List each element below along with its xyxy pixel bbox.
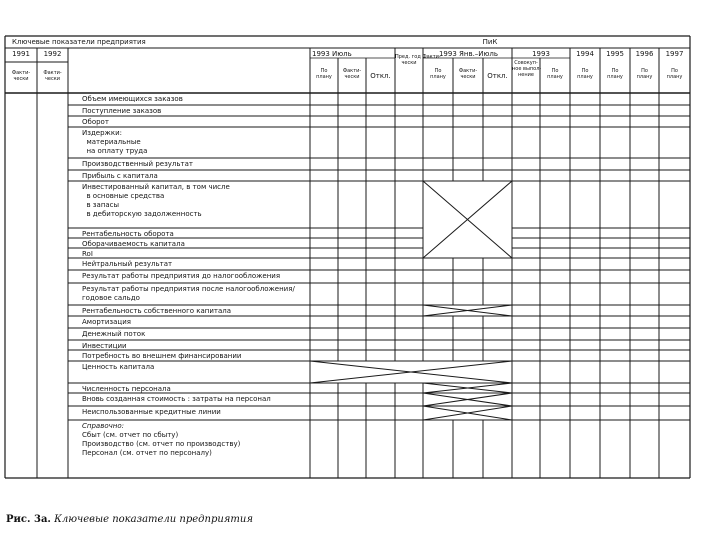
year-1991: 1991 xyxy=(12,50,30,58)
col-1991-actual: Факти- чески xyxy=(11,70,31,82)
table-row-label: Ценность капитала xyxy=(82,363,154,372)
row-label-line: Рентабельность собственного капитала xyxy=(82,307,232,315)
table-title: Ключевые показатели предприятия xyxy=(12,38,146,46)
row-label-line: Справочно: xyxy=(82,422,124,430)
col-prev-year-actual: Пред. год Факти- чески xyxy=(395,54,441,66)
year-1997: 1997 xyxy=(665,50,684,58)
row-label-line: Издержки: xyxy=(82,129,122,137)
table-row-label: Справочно: Сбыт (см. отчет по сбыту) Произ… xyxy=(82,422,240,458)
row-label-line: Производственный результат xyxy=(82,160,193,168)
group-title: ПиК xyxy=(482,38,498,46)
col-1997-plan: По плану xyxy=(666,68,683,80)
row-label-line: Результат работы предприятия до налогооб… xyxy=(82,272,281,280)
table-row-label: Инвестированный капитал, в том числе в о… xyxy=(82,183,230,219)
col-1996-plan: По плану xyxy=(636,68,653,80)
row-label-line: Численность персонала xyxy=(82,385,171,393)
row-label-line: Персонал (см. отчет по персоналу) xyxy=(82,449,212,457)
row-label-line: Оборот xyxy=(82,118,109,126)
cross-line xyxy=(422,392,513,407)
col-july-plan: По плану xyxy=(316,68,332,80)
cross-line xyxy=(422,180,513,259)
col-1994-plan: По плану xyxy=(577,68,593,80)
table-row-label: Оборот xyxy=(82,118,109,127)
col-july-deviation: Откл. xyxy=(370,72,391,80)
col-janjul-deviation: Откл. xyxy=(487,72,508,80)
year-1994: 1994 xyxy=(576,50,594,58)
row-label-line: материальные xyxy=(82,138,141,146)
table-row-label: Поступление заказов xyxy=(82,107,161,116)
col-janjul-actual: Факти- чески xyxy=(458,68,478,80)
row-label-line: Инвестированный капитал, в том числе xyxy=(82,183,230,191)
row-label-line: Амортизация xyxy=(82,318,131,326)
group-jan-july-1993: 1993 Янв.–Июль xyxy=(438,50,499,58)
col-cumulative: Совокуп- ное выпол- нение xyxy=(512,60,542,78)
col-1993-plan: По плану xyxy=(547,68,563,80)
year-1992: 1992 xyxy=(43,50,62,58)
row-label-line: Денежный поток xyxy=(82,330,146,338)
table-row-label: Нейтральный результат xyxy=(82,260,172,269)
row-label-line: Объем имеющихся заказов xyxy=(82,95,183,103)
table-row-label: Неиспользованные кредитные линии xyxy=(82,408,221,417)
cross-line xyxy=(422,382,513,394)
row-label-line: Результат работы предприятия после налог… xyxy=(82,285,295,293)
table-row-label: Рентабельность собственного капитала xyxy=(82,307,231,316)
row-label-line: в запасы xyxy=(82,201,120,209)
table-row-label: Объем имеющихся заказов xyxy=(82,95,183,104)
table-row-label: Оборачиваемость капитала xyxy=(82,240,185,249)
row-label-line: Прибыль с капитала xyxy=(82,172,158,180)
table-row-label: RoI xyxy=(82,250,93,259)
table-row-label: Инвестиции xyxy=(82,342,127,351)
table-row-label: Вновь созданная стоимость : затраты на п… xyxy=(82,395,271,404)
col-1995-plan: По плану xyxy=(607,68,623,80)
table-row-label: Производственный результат xyxy=(82,160,193,169)
col-1992-actual: Факти- чески xyxy=(43,70,62,82)
row-label-line: Потребность во внешнем финансировании xyxy=(82,352,242,360)
cross-line xyxy=(309,360,513,384)
row-label-line: Ценность капитала xyxy=(82,363,155,371)
caption-prefix: Рис. 3а. xyxy=(6,514,51,525)
row-label-line: RoI xyxy=(82,250,93,258)
group-july-1993: 1993 Июль xyxy=(312,50,352,58)
table-row-label: Прибыль с капитала xyxy=(82,172,158,181)
row-label-line: Вновь созданная стоимость : затраты на п… xyxy=(82,395,271,403)
figure-caption: Рис. 3а. Ключевые показатели предприятия xyxy=(6,514,253,525)
row-label-line: Оборачиваемость капитала xyxy=(82,240,185,248)
row-label-line: в дебиторскую задолженность xyxy=(82,210,202,218)
year-1995: 1995 xyxy=(606,50,624,58)
table-row-label: Рентабельность оборота xyxy=(82,230,174,239)
cross-line xyxy=(422,304,513,317)
caption-text: Ключевые показатели предприятия xyxy=(54,514,253,525)
row-label-line: Производство (см. отчет по производству) xyxy=(82,440,241,448)
row-label-line: на оплату труда xyxy=(82,147,148,155)
row-label-line: годовое сальдо xyxy=(82,294,140,302)
table-row-label: Результат работы предприятия после налог… xyxy=(82,285,295,303)
table-row-label: Численность персонала xyxy=(82,385,171,394)
row-label-line: в основные средства xyxy=(82,192,165,200)
row-label-line: Рентабельность оборота xyxy=(82,230,174,238)
table-row-label: Потребность во внешнем финансировании xyxy=(82,352,241,361)
col-july-actual: Факти- чески xyxy=(342,68,362,80)
year-1993: 1993 xyxy=(532,50,550,58)
table-row-label: Издержки: материальные на оплату труда xyxy=(82,129,147,156)
row-label-line: Инвестиции xyxy=(82,342,127,350)
table-row-label: Денежный поток xyxy=(82,330,145,339)
row-label-line: Поступление заказов xyxy=(82,107,162,115)
year-1996: 1996 xyxy=(635,50,654,58)
table-row-label: Амортизация xyxy=(82,318,131,327)
row-label-line: Сбыт (см. отчет по сбыту) xyxy=(82,431,179,439)
col-janjul-plan: По плану xyxy=(430,68,446,80)
row-label-line: Неиспользованные кредитные линии xyxy=(82,408,221,416)
cross-line xyxy=(422,405,513,421)
row-label-line: Нейтральный результат xyxy=(82,260,173,268)
table-row-label: Результат работы предприятия до налогооб… xyxy=(82,272,280,281)
